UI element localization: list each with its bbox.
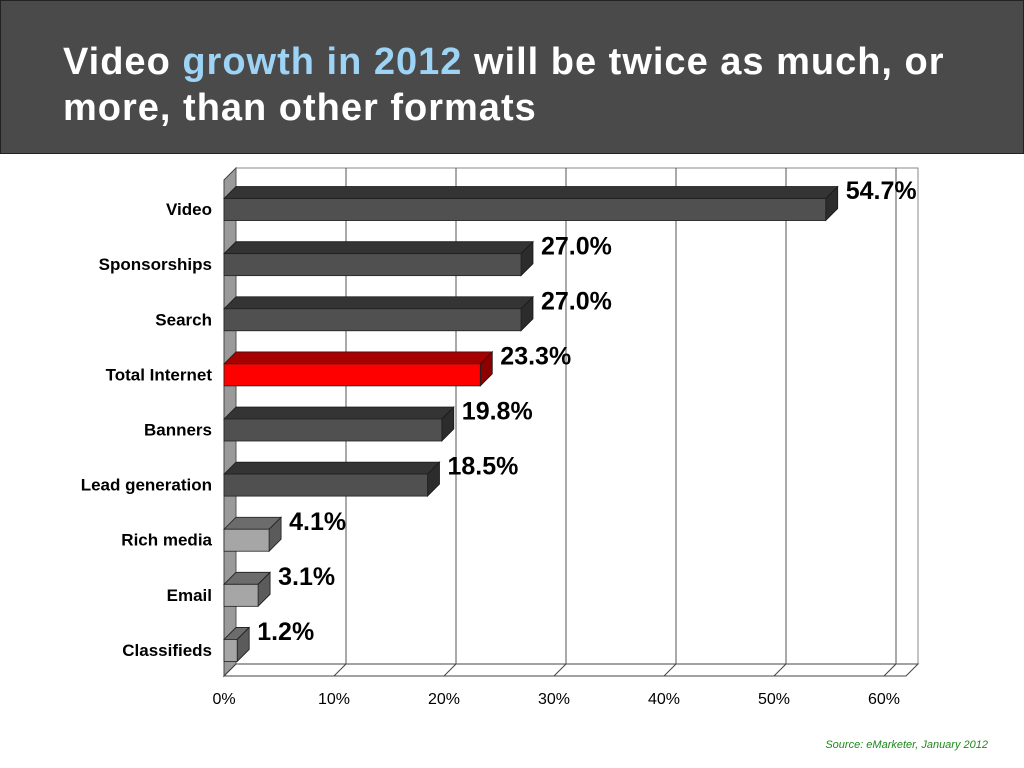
value-label: 27.0%: [541, 232, 612, 260]
bar-side-shade: [258, 572, 271, 607]
bar-side-shade: [269, 517, 282, 552]
floor: [222, 663, 920, 677]
bar-top-shade: [224, 407, 454, 419]
value-label: 1.2%: [257, 618, 314, 646]
bar-side-shade: [237, 627, 250, 662]
bar: [223, 198, 827, 221]
bar-side-shade: [441, 407, 454, 441]
x-tick-label: 60%: [868, 691, 900, 708]
category-label: Search: [155, 310, 212, 329]
x-tick-label: 30%: [538, 691, 570, 708]
x-tick-label: 10%: [318, 691, 350, 708]
x-tick-label: 40%: [648, 691, 680, 708]
tick-mark: [333, 663, 347, 677]
value-label: 27.0%: [541, 287, 612, 315]
category-label: Rich media: [121, 531, 212, 550]
bar-side-shade: [480, 351, 493, 386]
bar: [223, 639, 238, 662]
category-label: Lead generation: [81, 476, 212, 495]
source: Source: eMarketer, January 2012: [825, 739, 988, 751]
bar-top-shade: [224, 296, 533, 309]
title-highlight: growth in 2012: [182, 41, 463, 83]
value-label: 54.7%: [846, 177, 917, 205]
category-label: Banners: [144, 420, 212, 439]
value-label: 4.1%: [289, 508, 346, 536]
bar-top-shade: [224, 351, 493, 364]
bar-top-shade: [224, 186, 838, 199]
x-tick-label: 0%: [212, 691, 235, 708]
tick-mark: [553, 663, 567, 677]
tick-mark: [663, 663, 677, 677]
tick-mark: [773, 663, 787, 677]
bar-side-shade: [427, 462, 440, 497]
bar-top-shade: [224, 517, 282, 530]
bar: [223, 308, 522, 332]
bar: [223, 583, 259, 607]
title-part: Video: [63, 41, 171, 83]
header: Video growth in 2012 will be twice as mu…: [0, 0, 1024, 154]
bar-side-shade: [825, 186, 838, 221]
category-label: Total Internet: [106, 365, 213, 384]
value-label: 19.8%: [462, 398, 533, 426]
category-label: Sponsorships: [99, 255, 212, 274]
title-part: will be twice as much, or more, than oth…: [63, 41, 945, 129]
chart-title: Video growth in 2012 will be twice as mu…: [63, 39, 963, 131]
x-tick-label: 50%: [758, 691, 790, 708]
bar-top-shade: [224, 241, 533, 254]
tick-mark: [883, 663, 897, 677]
bar: [223, 253, 522, 277]
category-label: Video: [166, 200, 212, 219]
bar: [223, 363, 481, 387]
bar-top-shade: [224, 627, 250, 640]
x-tick-label: 20%: [428, 691, 460, 708]
value-label: 23.3%: [500, 342, 571, 370]
bar-side-shade: [521, 241, 533, 276]
category-label: Email: [167, 586, 212, 605]
bar-top-shade: [224, 462, 440, 475]
bar-top-shade: [224, 572, 271, 585]
bar: [223, 473, 428, 497]
value-label: 3.1%: [278, 563, 335, 591]
bar: [223, 528, 270, 552]
tick-mark: [443, 663, 457, 677]
bar-side-shade: [521, 296, 533, 331]
value-label: 18.5%: [448, 453, 519, 481]
category-label: Classifieds: [122, 641, 212, 660]
bar: [223, 418, 443, 442]
tick-mark: [223, 663, 237, 677]
